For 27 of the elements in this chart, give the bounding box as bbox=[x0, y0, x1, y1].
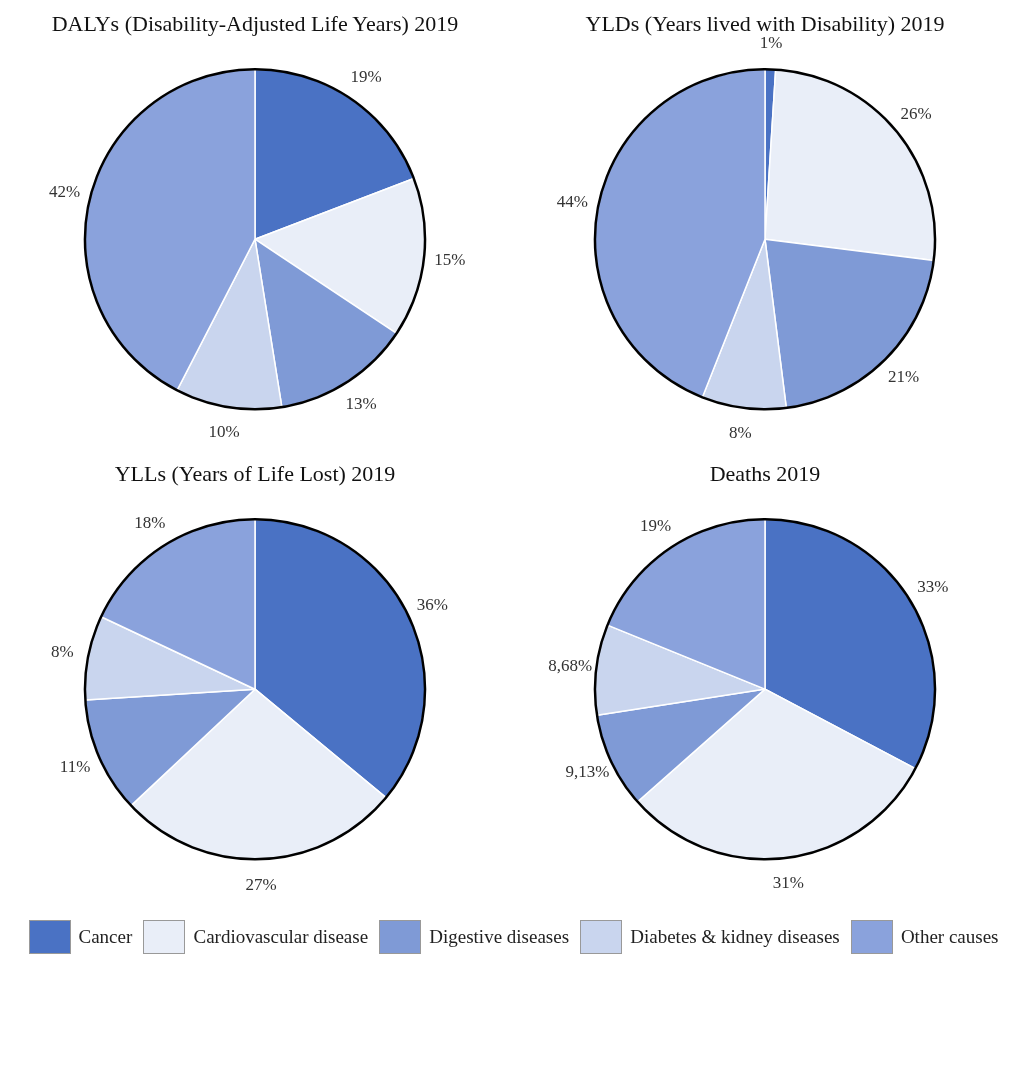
legend-label: Other causes bbox=[900, 926, 999, 948]
data-label: 8,68% bbox=[548, 655, 593, 675]
data-label: 42% bbox=[48, 182, 81, 202]
data-label: 10% bbox=[208, 422, 240, 442]
data-label: 8% bbox=[729, 423, 752, 443]
legend-label: Digestive diseases bbox=[429, 926, 570, 948]
data-label: 33% bbox=[917, 577, 949, 597]
data-label: 36% bbox=[416, 595, 448, 615]
data-label: 19% bbox=[640, 515, 672, 535]
data-label: 18% bbox=[134, 513, 166, 533]
data-label: 31% bbox=[772, 873, 804, 893]
chart-title: Deaths 2019 bbox=[709, 460, 821, 486]
data-label: 21% bbox=[888, 367, 920, 387]
data-label: 9,13% bbox=[565, 761, 610, 781]
data-label: 8% bbox=[51, 641, 74, 661]
data-label: 11% bbox=[59, 756, 91, 776]
legend-label: Cancer bbox=[78, 926, 133, 948]
legend-label: Cardiovascular disease bbox=[193, 926, 369, 948]
data-label: 19% bbox=[350, 67, 382, 87]
chart-title: YLLs (Years of Life Lost) 2019 bbox=[114, 460, 396, 486]
chart-title: DALYs (Disability-Adjusted Life Years) 2019 bbox=[51, 10, 459, 36]
data-label: 27% bbox=[245, 874, 277, 894]
data-label: 26% bbox=[900, 103, 932, 123]
data-label: 44% bbox=[556, 191, 589, 211]
data-label: 15% bbox=[434, 250, 466, 270]
legend-label: Diabetes & kidney diseases bbox=[630, 926, 840, 948]
data-label: 13% bbox=[345, 393, 377, 413]
